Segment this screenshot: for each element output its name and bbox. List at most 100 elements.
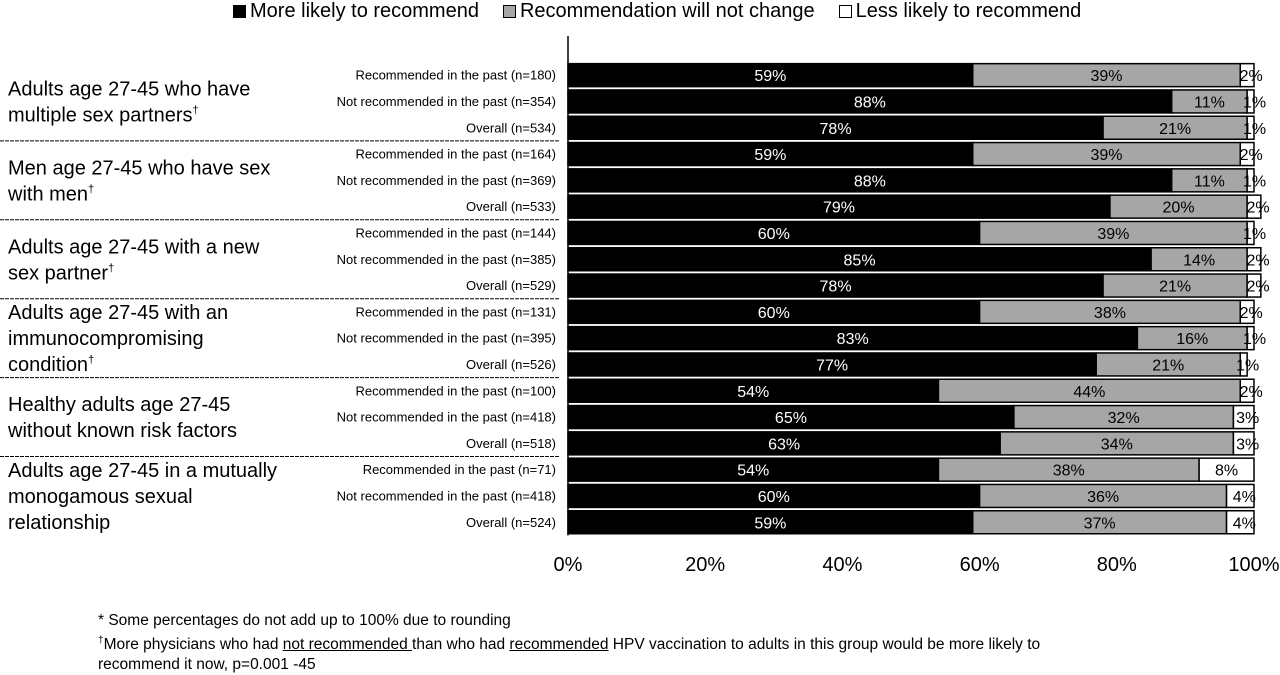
bar-segment-less-likely [1239,352,1248,377]
row-label: Not recommended in the past (n=369) [337,173,556,188]
data-label-less-likely: 2% [1240,147,1263,164]
data-label-more-likely: 59% [754,147,786,164]
group-label-line: Adults age 27-45 who have [8,78,250,100]
group-label-5: Adults age 27-45 in a mutually monogamous… [8,460,277,534]
data-label-more-likely: 54% [737,463,769,480]
data-label-less-likely: 3% [1236,410,1259,427]
group-label-line: Adults age 27-45 in a mutually [8,460,277,482]
group-label-dagger: † [108,262,114,274]
chart-legend: More likely to recommend Recommendation … [0,0,1280,22]
group-label-line: relationship [8,512,110,534]
data-label-no-change: 11% [1194,173,1225,190]
group-label-line: multiple sex partners [8,104,193,126]
bar-segment-less-likely [1225,510,1255,535]
group-label-line: Adults age 27-45 with an [8,302,228,324]
x-tick-label: 20% [685,554,725,576]
legend-item-more-likely: More likely to recommend [233,0,479,22]
data-label-less-likely: 2% [1246,252,1269,269]
footnote-continuation: recommend it now, p=0.001 -45 [98,656,316,674]
data-label-more-likely: 60% [758,489,790,506]
bar-segment-less-likely [1246,115,1255,140]
bar-segment-less-likely [1246,273,1262,298]
data-label-more-likely: 77% [816,357,848,374]
data-label-more-likely: 88% [854,173,886,190]
bar-segment-less-likely [1239,62,1255,88]
row-label: Overall (n=533) [466,199,556,214]
data-label-more-likely: 88% [854,94,886,111]
data-label-more-likely: 60% [758,305,790,322]
data-label-less-likely: 2% [1240,68,1263,85]
footnote-text-1: More physicians who had [103,636,283,654]
row-label: Recommended in the past (n=164) [355,147,556,162]
group-label-1: Men age 27-45 who have sex with men† [7,157,270,205]
row-label: Overall (n=524) [466,515,556,530]
row-label: Recommended in the past (n=100) [355,383,556,398]
row-label: Overall (n=526) [466,357,556,372]
group-label-line: with men [7,183,88,205]
legend-label-more-likely: More likely to recommend [250,0,479,22]
data-label-more-likely: 79% [823,200,855,217]
group-label-line: without known risk factors [7,420,237,442]
group-label-dagger: † [88,183,94,195]
data-label-no-change: 32% [1108,410,1140,427]
data-label-no-change: 21% [1159,279,1191,296]
data-label-more-likely: 54% [737,384,769,401]
row-label: Not recommended in the past (n=418) [337,410,556,425]
data-label-no-change: 39% [1090,147,1122,164]
group-label-line: Adults age 27-45 with a new [8,236,260,258]
row-label: Not recommended in the past (n=418) [337,488,556,503]
data-label-no-change: 34% [1101,436,1133,453]
x-tick-label: 100% [1228,554,1279,576]
group-label-0: Adults age 27-45 who have multiple sex pa… [8,78,250,126]
data-label-no-change: 21% [1159,121,1191,138]
data-label-no-change: 37% [1084,515,1116,532]
data-label-less-likely: 1% [1243,226,1266,243]
footnote-underline-2: recommended [509,636,609,654]
x-tick-label: 80% [1097,554,1137,576]
data-label-more-likely: 59% [754,68,786,85]
data-label-no-change: 38% [1094,305,1126,322]
group-label-line: monogamous sexual [8,486,193,508]
row-label: Recommended in the past (n=144) [355,225,556,240]
data-label-more-likely: 60% [758,226,790,243]
bar-segment-less-likely [1239,141,1255,167]
bar-segment-less-likely [1239,299,1255,325]
legend-item-no-change: Recommendation will not change [502,0,815,22]
row-label: Overall (n=518) [466,436,556,451]
group-label-dagger: † [193,104,199,116]
data-label-no-change: 36% [1087,489,1119,506]
bar-segment-less-likely [1246,247,1262,272]
bar-segment-less-likely [1246,194,1262,219]
data-label-no-change: 11% [1194,94,1225,111]
data-label-more-likely: 63% [768,436,800,453]
data-label-no-change: 20% [1163,200,1195,217]
data-label-more-likely: 78% [820,279,852,296]
row-label: Not recommended in the past (n=354) [337,94,556,109]
bar-segment-less-likely [1232,404,1255,430]
data-label-no-change: 16% [1176,331,1208,348]
group-label-4: Healthy adults age 27-45 without known ri… [7,394,237,442]
data-label-less-likely: 2% [1246,200,1269,217]
group-label-dagger: † [88,354,94,366]
data-label-more-likely: 85% [844,252,876,269]
data-label-more-likely: 59% [754,515,786,532]
bar-segment-less-likely [1198,457,1255,482]
group-label-line: immunocompromising [8,328,204,350]
data-label-more-likely: 65% [775,410,807,427]
data-label-less-likely: 1% [1243,121,1266,138]
data-label-no-change: 44% [1073,384,1105,401]
x-tick-label: 60% [960,554,1000,576]
data-label-less-likely: 4% [1233,489,1256,506]
x-tick-label: 0% [554,554,583,576]
stacked-bar-chart: Adults age 27-45 who have multiple sex pa… [0,36,1280,576]
footnote-text-2: than who had [412,636,510,654]
legend-item-less-likely: Less likely to recommend [838,0,1081,22]
group-label-line: sex partner [8,262,108,284]
legend-swatch-no-change [502,4,516,18]
legend-swatch-less-likely [838,4,852,18]
footnote-text-3: HPV vaccination to adults in this group … [608,636,1041,654]
bar-segment-less-likely [1246,168,1255,193]
legend-swatch-more-likely [233,4,246,18]
x-tick-label: 40% [822,554,862,576]
bar-segment-less-likely [1246,325,1255,351]
